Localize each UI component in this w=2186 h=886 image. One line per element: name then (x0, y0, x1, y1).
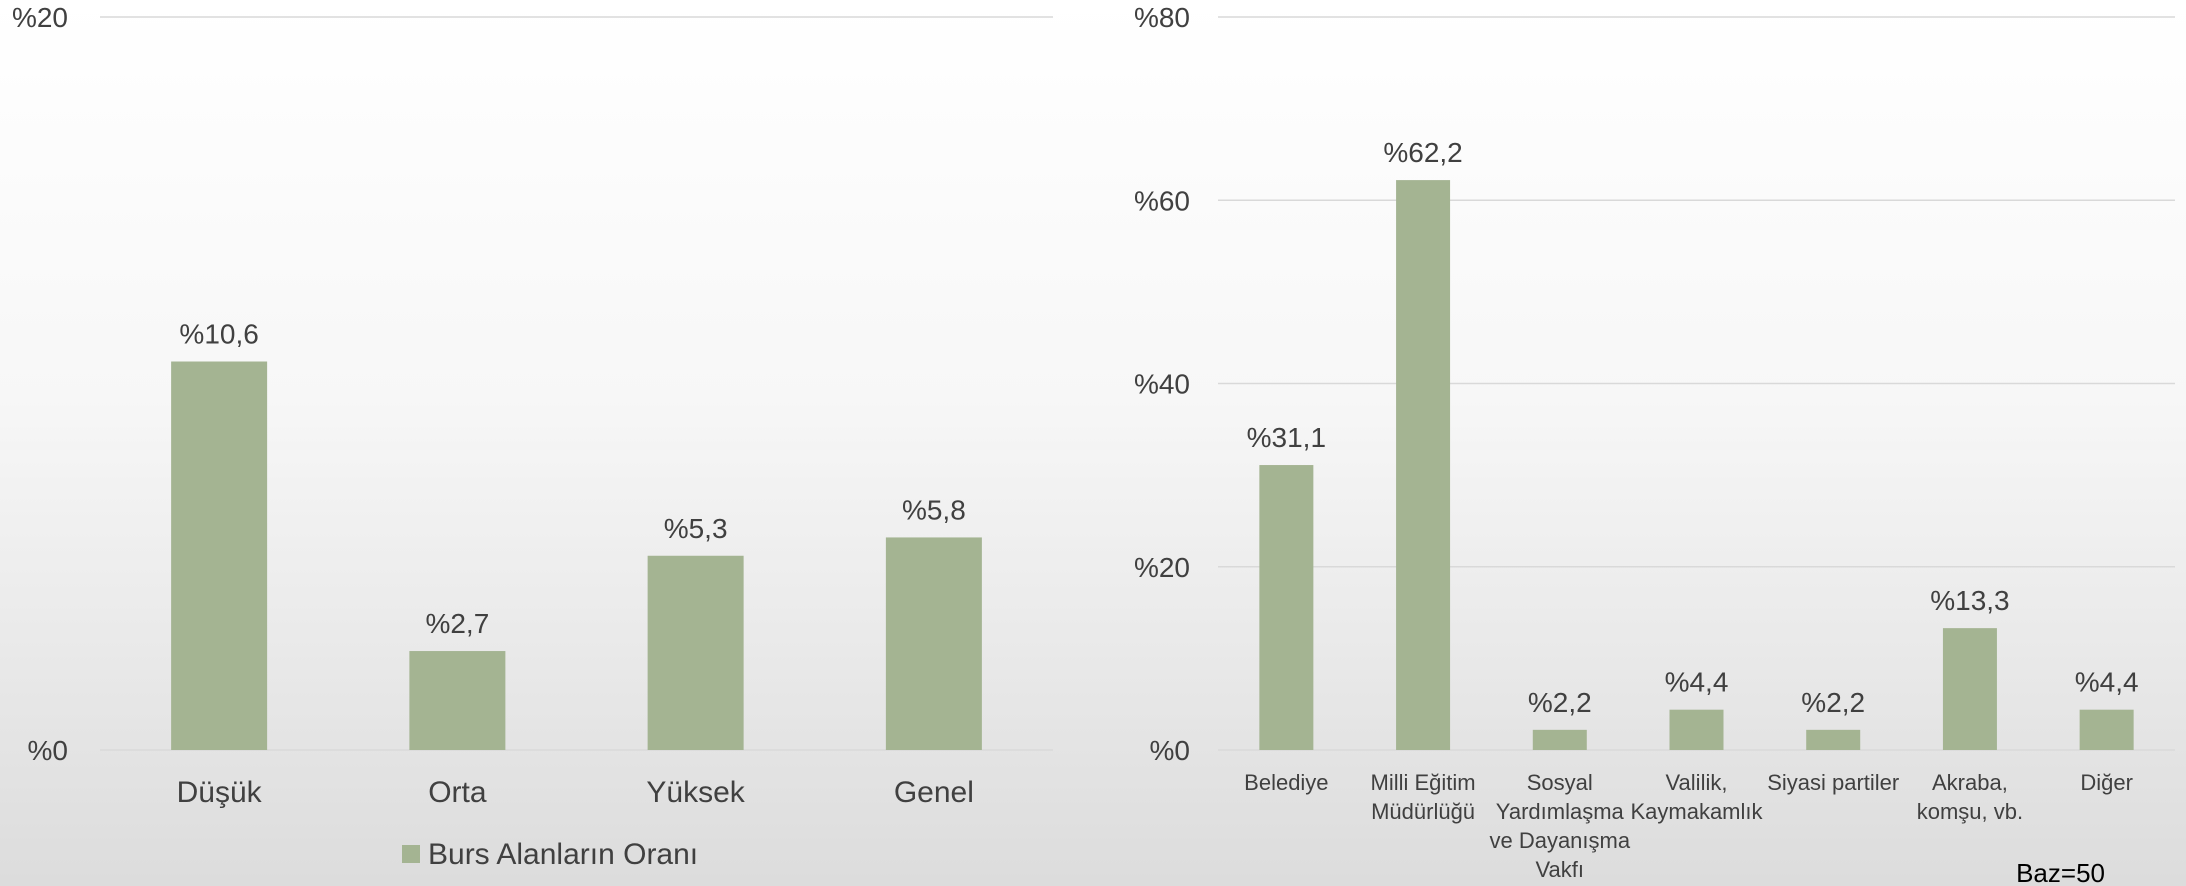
y-tick-label: %40 (1134, 369, 1190, 400)
bar (171, 361, 268, 750)
y-tick-label: %20 (12, 2, 68, 33)
bar (1669, 709, 1724, 750)
left-chart-legend: Burs Alanların Oranı (402, 838, 698, 871)
data-label: %2,7 (425, 608, 489, 639)
data-label: %2,2 (1801, 687, 1865, 718)
bar (409, 651, 506, 750)
base-note: Baz=50 (2016, 858, 2105, 886)
y-tick-label: %20 (1134, 552, 1190, 583)
left-chart: %0 %20 %10,6 Düşük %2,7 Orta %5,3 Yüksek %5,8 Gen… (12, 2, 1053, 809)
data-label: %5,8 (902, 494, 966, 525)
x-category-label: Diğer (2080, 770, 2133, 795)
data-label: %4,4 (2075, 667, 2139, 698)
y-tick-label: %0 (1150, 735, 1190, 766)
x-category-label: Milli Eğitim Müdürlüğü (1371, 770, 1476, 824)
legend-swatch (402, 845, 420, 863)
x-category-label: Belediye (1244, 770, 1328, 795)
right-chart: %0 %20 %40 %60 %80 %31,1 Belediye %62,2 Milli Eğ… (1134, 2, 2175, 882)
legend-entry: Burs Alanların Oranı (428, 838, 698, 871)
x-category-label: Genel (894, 776, 974, 809)
data-label: %62,2 (1383, 137, 1462, 168)
data-label: %5,3 (664, 513, 728, 544)
y-tick-label: %60 (1134, 185, 1190, 216)
y-tick-label: %80 (1134, 2, 1190, 33)
data-label: %10,6 (179, 319, 258, 350)
x-category-label: Valilik, Kaymakamlık (1630, 770, 1763, 824)
x-category-label: Düşük (177, 776, 263, 809)
bar (2079, 709, 2134, 750)
bar (647, 555, 744, 750)
bar (1259, 465, 1314, 750)
y-tick-label: %0 (28, 735, 68, 766)
x-category-label: Orta (428, 776, 487, 809)
data-label: %4,4 (1665, 667, 1729, 698)
bar (1532, 729, 1587, 750)
x-category-label: Siyasi partiler (1767, 770, 1899, 795)
bar (1806, 729, 1861, 750)
bar (885, 537, 982, 750)
x-category-label: Akraba, komşu, vb. (1917, 770, 2023, 824)
bar (1396, 180, 1451, 750)
bar (1942, 628, 1997, 750)
data-label: %13,3 (1930, 585, 2009, 616)
x-category-label: Sosyal Yardımlaşma ve Dayanışma Vakfı (1489, 770, 1630, 882)
x-category-label: Yüksek (646, 776, 745, 809)
data-label: %2,2 (1528, 687, 1592, 718)
data-label: %31,1 (1247, 422, 1326, 453)
